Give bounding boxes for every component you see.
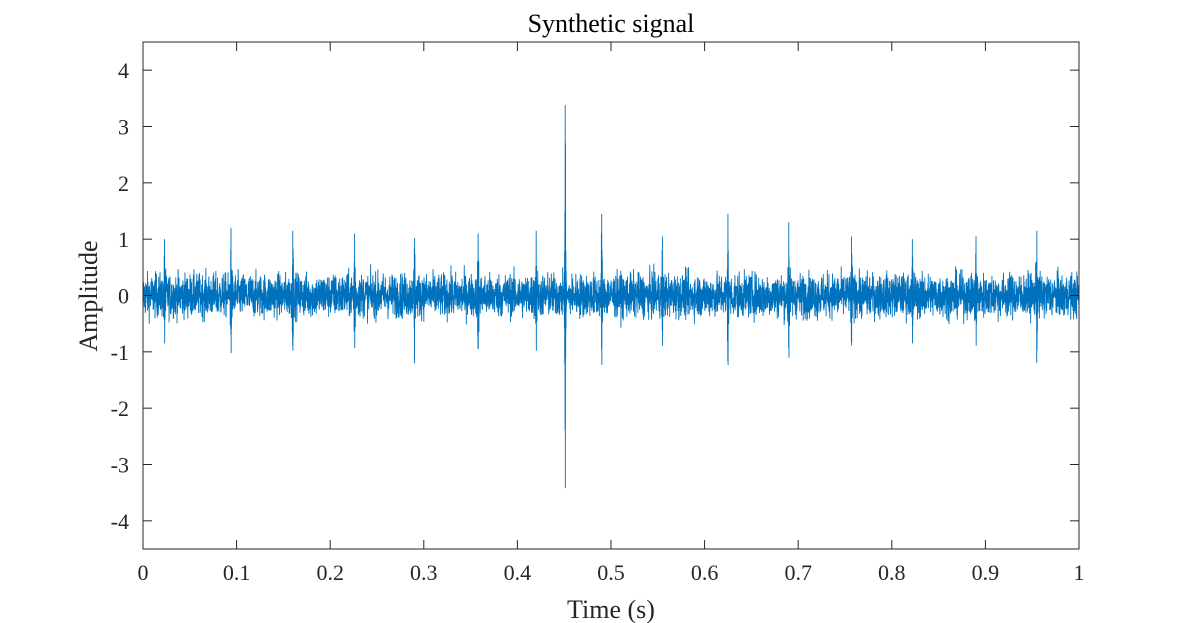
x-tick-label: 0 xyxy=(138,560,149,585)
signal-line xyxy=(142,105,1080,489)
y-tick-labels: 4 3 2 1 0 -1 -2 -3 -4 xyxy=(111,58,129,534)
y-axis-title: Amplitude xyxy=(74,240,103,351)
y-tick-label: -3 xyxy=(111,453,129,478)
y-tick-label: -1 xyxy=(111,340,129,365)
series-layer xyxy=(142,105,1080,489)
y-tick-label: 4 xyxy=(118,58,129,83)
y-tick-label: 0 xyxy=(118,284,129,309)
plot-area: 0 0.1 0.2 0.3 0.4 0.5 0.6 0.7 0.8 0.9 1 4 3 2 1 0 -1 -2 -… xyxy=(111,41,1085,585)
y-tick-label: 3 xyxy=(118,115,129,140)
x-tick-labels: 0 0.1 0.2 0.3 0.4 0.5 0.6 0.7 0.8 0.9 1 xyxy=(138,560,1085,585)
tick-marks xyxy=(142,42,1080,549)
x-tick-label: 0.5 xyxy=(597,560,625,585)
y-tick-label: 2 xyxy=(118,171,129,196)
x-tick-label: 0.7 xyxy=(784,560,812,585)
y-tick-label: -4 xyxy=(111,509,129,534)
x-axis-title: Time (s) xyxy=(567,595,655,623)
x-tick-label: 0.8 xyxy=(878,560,906,585)
x-tick-label: 0.9 xyxy=(972,560,1000,585)
chart-title: Synthetic signal xyxy=(528,9,695,38)
x-tick-label: 0.1 xyxy=(223,560,251,585)
y-tick-label: 1 xyxy=(118,227,129,252)
y-tick-label: -2 xyxy=(111,396,129,421)
x-tick-label: 0.6 xyxy=(691,560,719,585)
x-tick-label: 0.3 xyxy=(410,560,438,585)
x-tick-label: 0.4 xyxy=(504,560,532,585)
x-tick-label: 0.2 xyxy=(316,560,344,585)
x-tick-label: 1 xyxy=(1074,560,1085,585)
